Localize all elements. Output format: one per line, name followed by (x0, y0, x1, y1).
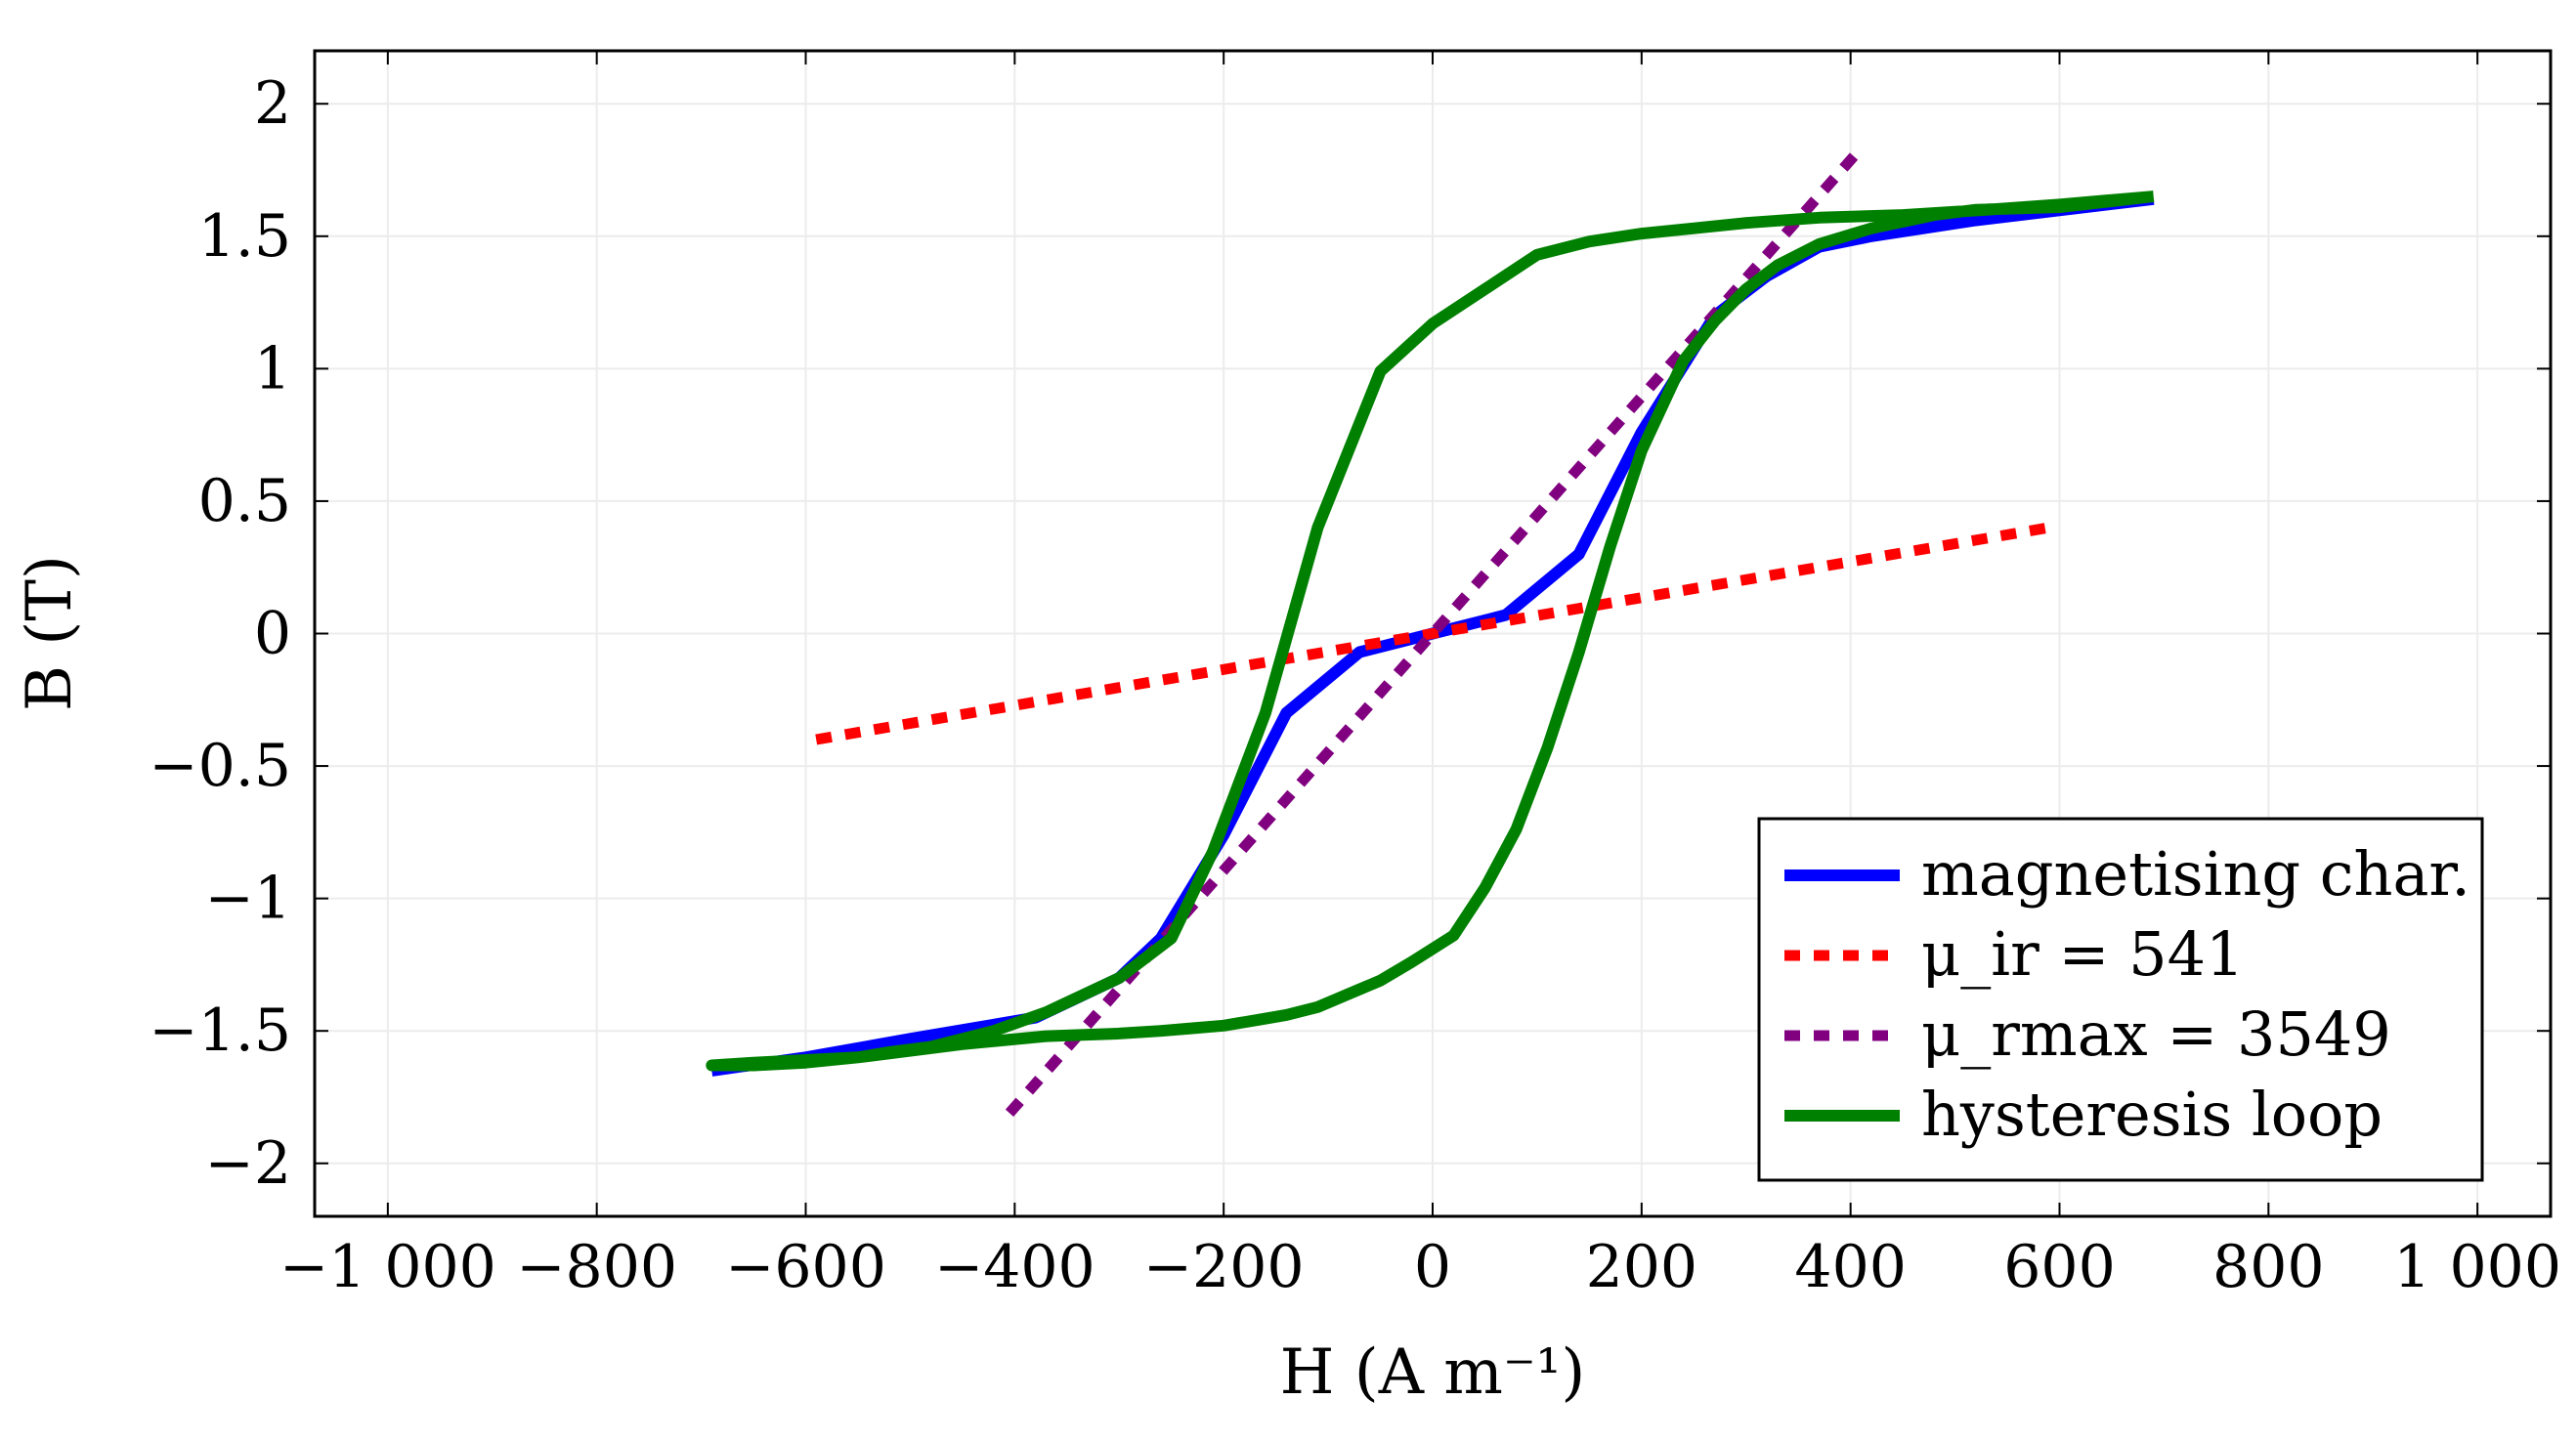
x-tick-label: −400 (934, 1233, 1095, 1301)
y-tick-label: 2 (254, 69, 291, 138)
legend-label: hysteresis loop (1921, 1079, 2383, 1150)
y-tick-label: −2 (205, 1129, 291, 1198)
x-tick-label: −200 (1143, 1233, 1305, 1301)
plot-series (706, 150, 2155, 1117)
y-tick-label: 0 (254, 600, 291, 668)
x-axis-label: H (A m⁻¹) (1280, 1336, 1586, 1409)
x-tick-label: −1 000 (279, 1233, 496, 1301)
series-line-2 (815, 522, 2050, 745)
y-axis-label: B (T) (14, 555, 86, 711)
y-tick-label: 0.5 (198, 467, 291, 535)
x-tick-label: 600 (2003, 1233, 2116, 1301)
tick-labels: −1 000 −800 −600 −400 −200 0 200 400 600 800 1 000… (149, 69, 2561, 1301)
x-tick-label: 400 (1794, 1233, 1907, 1301)
series-line-4 (706, 191, 2155, 1072)
x-tick-label: 200 (1586, 1233, 1698, 1301)
x-tick-label: 800 (2212, 1233, 2325, 1301)
legend-label: μ_rmax = 3549 (1921, 998, 2391, 1070)
y-tick-label: −1.5 (149, 997, 291, 1065)
legend-label: magnetising char. (1921, 838, 2470, 910)
legend: magnetising char. μ_ir = 541 μ_rmax = 3549… (1757, 817, 2484, 1182)
x-tick-label: 1 000 (2393, 1233, 2561, 1301)
y-tick-label: −1 (205, 865, 291, 933)
x-tick-label: −600 (725, 1233, 886, 1301)
y-tick-label: 1 (254, 334, 291, 403)
y-tick-label: −0.5 (149, 732, 291, 800)
x-tick-label: 0 (1414, 1233, 1451, 1301)
legend-label: μ_ir = 541 (1921, 918, 2244, 990)
y-tick-label: 1.5 (198, 202, 291, 271)
axis-ticks (315, 51, 2551, 1216)
x-tick-label: −800 (516, 1233, 677, 1301)
